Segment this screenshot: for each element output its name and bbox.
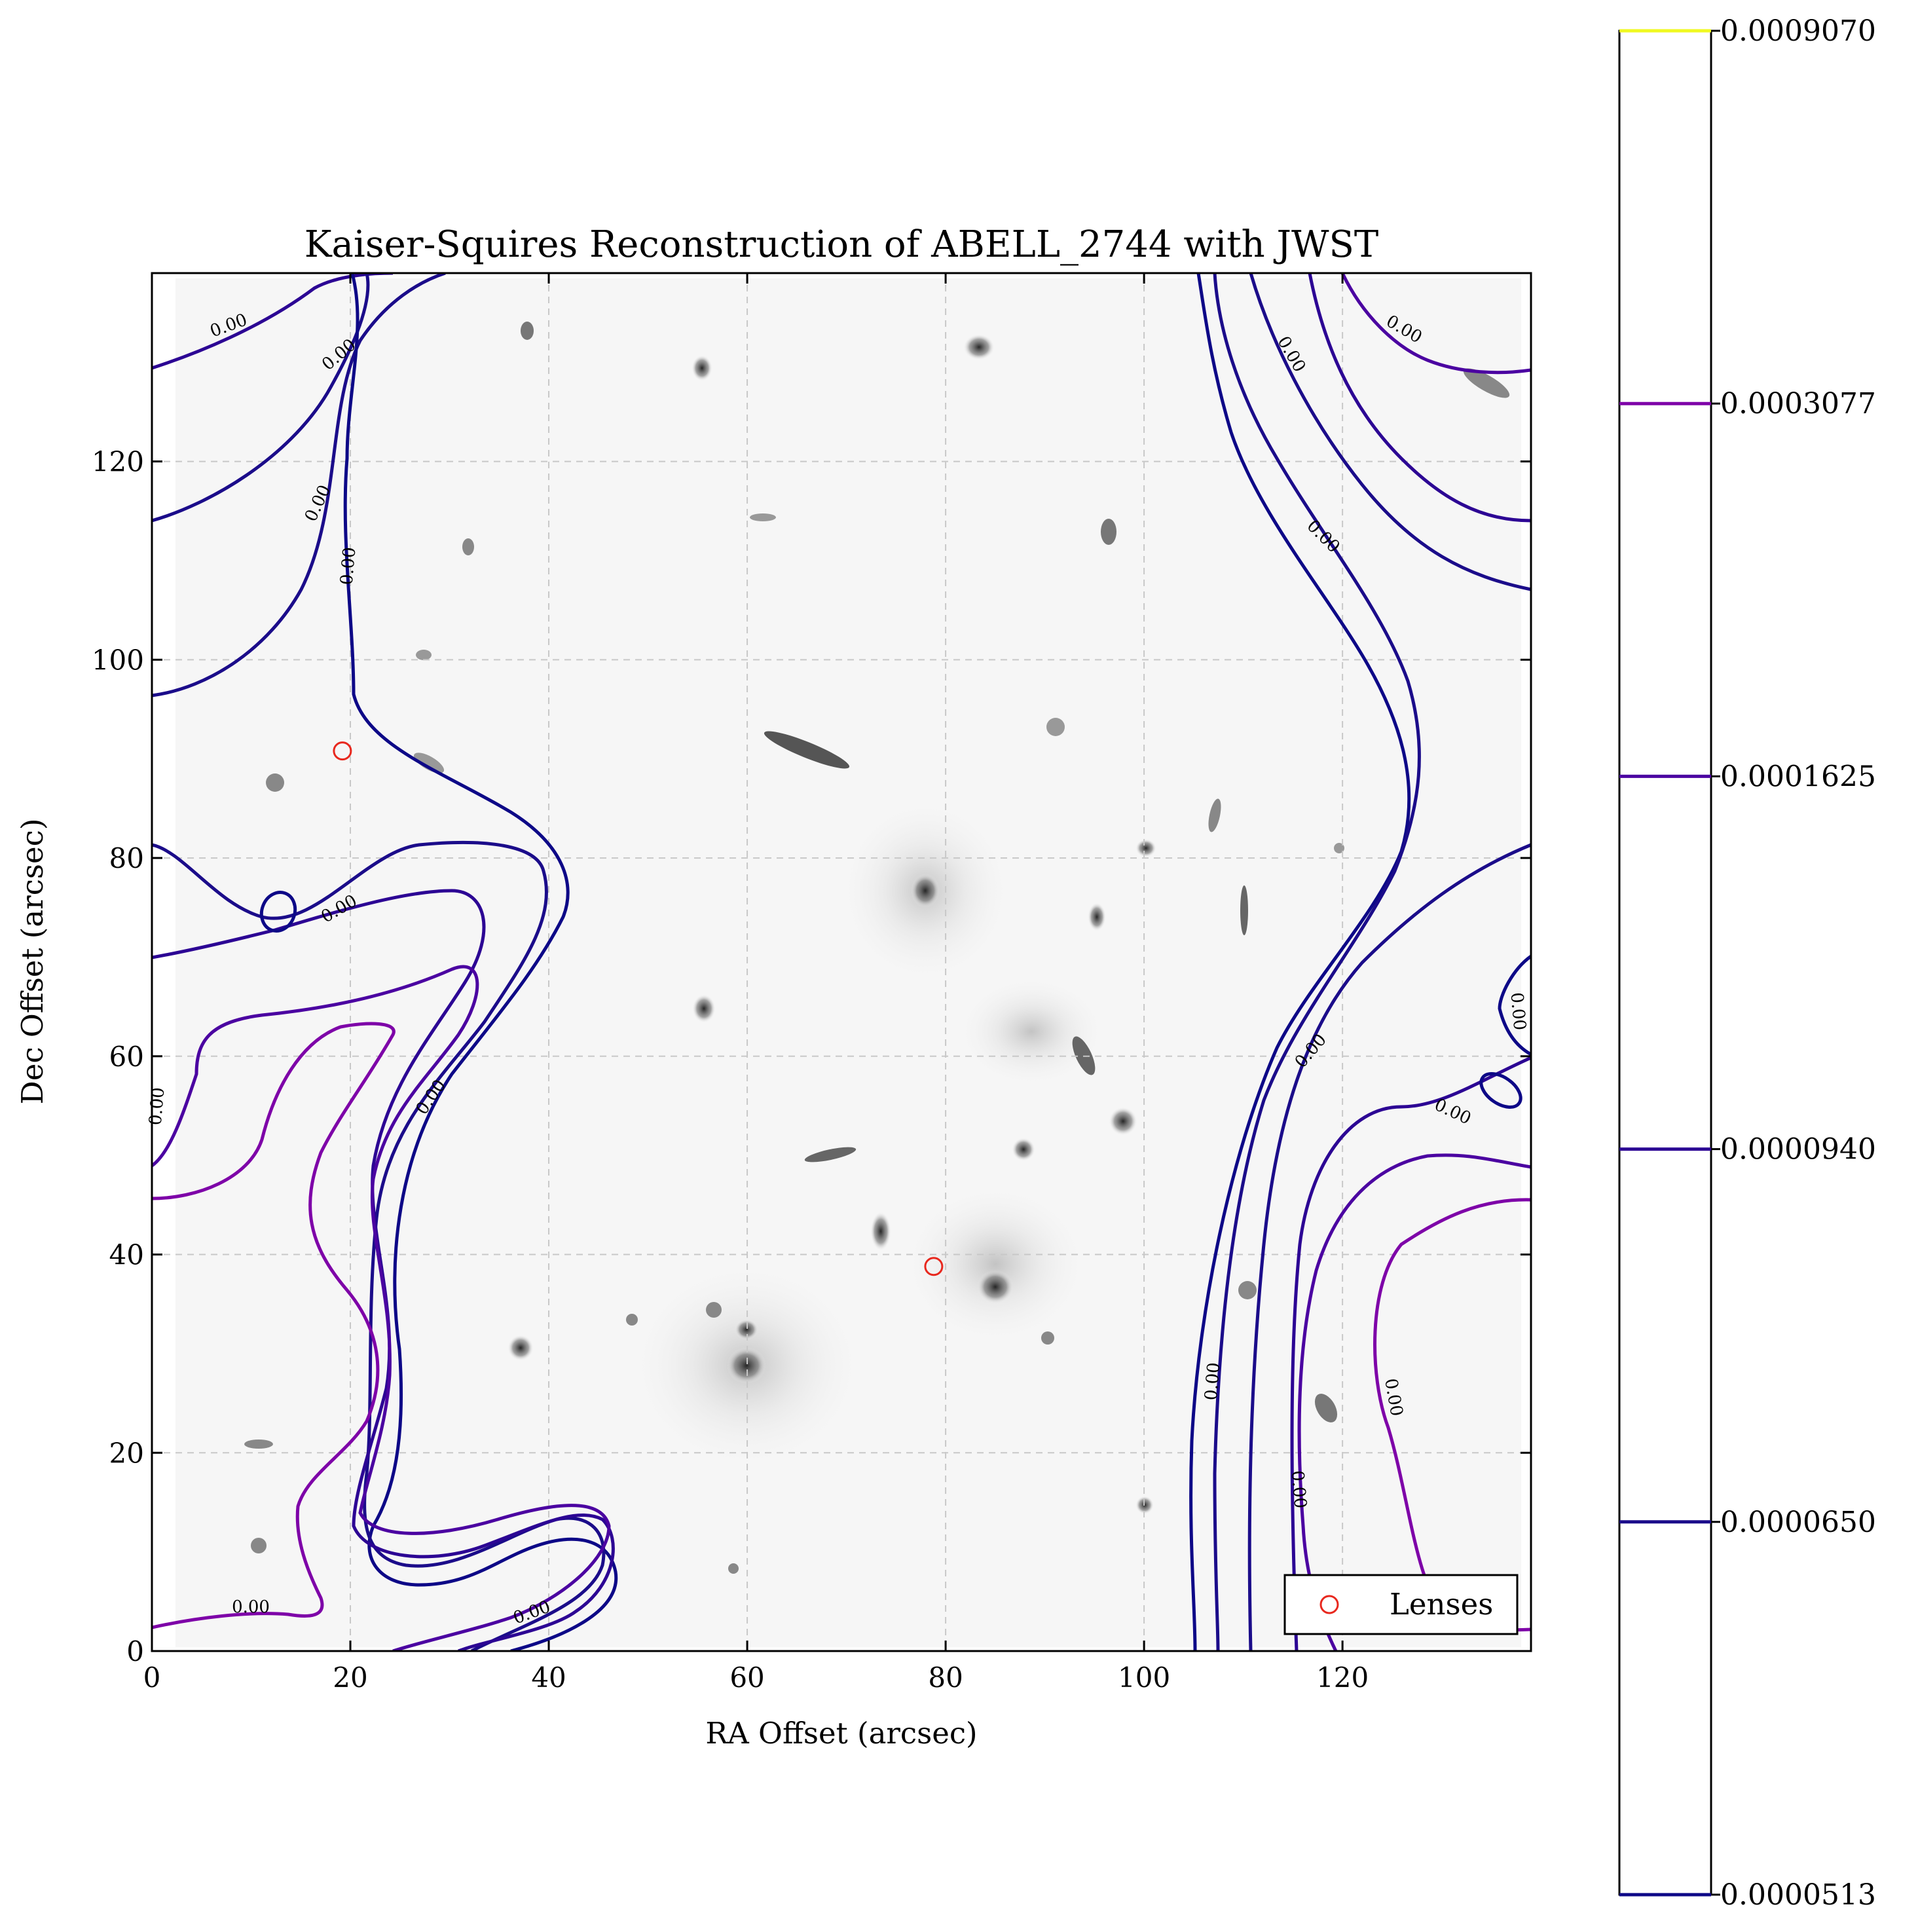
colorbar-levels: 0.0000513 0.0000650 0.0000940 0.0001625 0.00… xyxy=(1619,14,1876,1912)
legend-label: Lenses xyxy=(1390,1587,1493,1622)
x-tick-label: 40 xyxy=(531,1662,566,1694)
colorbar-tick-label: 0.0001625 xyxy=(1720,760,1876,793)
x-tick-label: 120 xyxy=(1316,1662,1369,1694)
legend: Lenses xyxy=(1283,1574,1519,1635)
contour-line xyxy=(1249,273,1531,591)
axes-frame xyxy=(151,272,1532,1652)
contour-label: 0.00 xyxy=(337,546,360,585)
contour-line xyxy=(1340,273,1531,375)
y-axis-label: Dec Offset (arcsec) xyxy=(15,819,50,1105)
contour-line xyxy=(343,273,618,1651)
y-tick-label: 120 xyxy=(92,446,144,478)
colorbar-frame xyxy=(1618,29,1712,1896)
y-tick-label: 40 xyxy=(109,1239,144,1271)
contour-line xyxy=(152,273,394,370)
x-tick-label: 20 xyxy=(333,1662,367,1694)
colorbar-tick-label: 0.0003077 xyxy=(1720,387,1876,420)
colorbar-tick-label: 0.0000940 xyxy=(1720,1133,1876,1166)
plot-area: 0.00 0.00 0.00 0.00 0.00 0.00 0.00 0.00 … xyxy=(92,272,1532,1694)
legend-marker xyxy=(1319,1595,1339,1614)
contour-line xyxy=(152,1022,396,1629)
contour-line xyxy=(1479,1072,1522,1109)
colorbar-tick-label: 0.0000650 xyxy=(1720,1506,1876,1539)
colorbar: 0.0000513 0.0000650 0.0000940 0.0001625 0.00… xyxy=(1618,14,1876,1912)
chart-title: Kaiser-Squires Reconstruction of ABELL_2… xyxy=(304,223,1379,266)
x-tick-label: 80 xyxy=(928,1662,963,1694)
x-tick-label: 60 xyxy=(729,1662,764,1694)
contour-line xyxy=(1213,273,1421,1651)
contour-label: 0.00 xyxy=(146,1087,169,1126)
contour-line xyxy=(1498,954,1531,1056)
contour-line xyxy=(1290,1056,1531,1651)
x-tick-label: 0 xyxy=(143,1662,161,1694)
contour-line xyxy=(1297,1153,1531,1651)
y-tick-label: 20 xyxy=(109,1437,144,1469)
contour-line xyxy=(259,891,297,933)
grid-lines xyxy=(152,273,1531,1651)
contour-label: 0.00 xyxy=(1202,1362,1225,1401)
lens-point xyxy=(333,741,352,761)
contour-line xyxy=(1189,273,1411,1651)
contour-label: 0.00 xyxy=(1287,1470,1310,1509)
contour-line xyxy=(1308,273,1531,523)
lens-point xyxy=(924,1257,944,1276)
contour-line xyxy=(152,965,611,1651)
lens-markers xyxy=(333,741,944,1276)
x-axis-label: RA Offset (arcsec) xyxy=(705,1716,977,1751)
contour-line xyxy=(152,840,606,1651)
x-tick-label: 100 xyxy=(1118,1662,1170,1694)
legend-box xyxy=(1283,1574,1519,1635)
contour-lines xyxy=(152,273,1531,1651)
y-tick-label: 100 xyxy=(92,644,144,676)
contour-line xyxy=(152,273,446,697)
axis-ticks: 0 20 40 60 80 100 120 0 20 40 60 80 100 120 xyxy=(92,273,1531,1694)
y-tick-label: 80 xyxy=(109,842,144,874)
colorbar-tick-label: 0.0000513 xyxy=(1720,1878,1876,1912)
contour-line xyxy=(1247,843,1531,1651)
colorbar-tick-label: 0.0009070 xyxy=(1720,14,1876,48)
contour-line xyxy=(152,273,370,523)
contour-label: 0.00 xyxy=(1507,992,1530,1031)
y-tick-label: 60 xyxy=(109,1041,144,1073)
contour-label: 0.00 xyxy=(232,1597,270,1617)
y-tick-label: 0 xyxy=(126,1635,144,1667)
